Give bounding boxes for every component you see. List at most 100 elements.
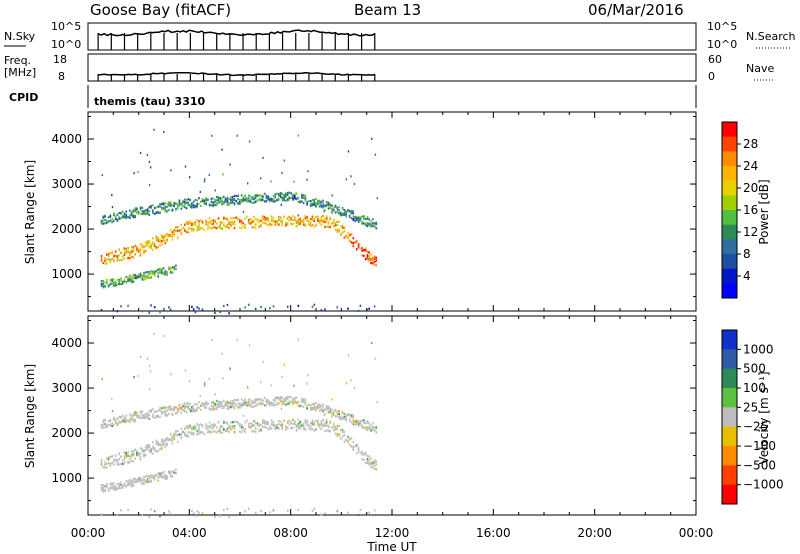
colorbar-tick-label: 25 (743, 400, 758, 414)
velocity-cell (345, 417, 347, 420)
power-cell (230, 196, 232, 199)
power-cell (113, 256, 115, 259)
power-cell (184, 203, 186, 206)
velocity-cell (191, 428, 193, 431)
power-cell (125, 248, 128, 251)
velocity-cell (364, 462, 367, 465)
velocity-cell (373, 429, 376, 432)
power-cell (145, 276, 147, 279)
velocity-cell (254, 427, 257, 430)
velocity-cell (146, 416, 149, 419)
power-cell (354, 241, 356, 244)
velocity-cell (214, 393, 216, 396)
power-cell (347, 209, 349, 212)
power-cell (208, 226, 211, 229)
velocity-cell (295, 424, 298, 427)
power-cell (240, 199, 243, 202)
power-ylabel: Slant Range [km] (23, 160, 37, 264)
velocity-cell (270, 422, 273, 425)
velocity-cell (292, 422, 294, 426)
velocity-cell (121, 484, 124, 487)
power-cell (334, 224, 337, 227)
power-cell (180, 231, 183, 234)
power-cell (137, 170, 139, 174)
power-cell (153, 245, 156, 248)
velocity-cell (308, 427, 310, 430)
velocity-cell (157, 472, 159, 475)
power-cell (217, 226, 220, 229)
power-cell (153, 128, 155, 131)
power-cell (366, 250, 369, 253)
velocity-cell (161, 474, 163, 477)
velocity-cell (290, 421, 292, 424)
colorbar-segment (722, 446, 737, 466)
velocity-cell (236, 338, 238, 341)
power-cell (157, 238, 159, 241)
power-cell (137, 211, 140, 214)
power-cell (191, 203, 193, 207)
velocity-cell (240, 423, 243, 426)
colorbar-segment (722, 195, 737, 211)
power-cell (100, 222, 103, 225)
velocity-cell (150, 408, 152, 412)
velocity-cell (107, 424, 110, 427)
velocity-cell (203, 403, 206, 406)
power-cell (169, 267, 172, 270)
velocity-cell (338, 417, 340, 420)
velocity-cell (162, 411, 165, 414)
power-cell (290, 192, 292, 195)
power-cell (212, 205, 214, 208)
velocity-cell (259, 381, 262, 384)
power-cell (233, 217, 236, 220)
power-cell (198, 228, 200, 231)
power-cell (269, 198, 271, 201)
power-cell (315, 197, 317, 200)
power-cell (125, 216, 128, 219)
velocity-cell (219, 514, 222, 517)
power-cell (319, 202, 321, 205)
velocity-cell (324, 421, 326, 424)
velocity-cell (237, 421, 239, 424)
velocity-cell (148, 449, 151, 452)
velocity-cell (240, 398, 243, 401)
velocity-cell (194, 402, 197, 406)
power-cell (123, 257, 126, 260)
velocity-cell (223, 420, 225, 423)
power-cell (164, 273, 167, 277)
velocity-cell (352, 416, 355, 419)
velocity-cell (210, 408, 213, 411)
velocity-cell (338, 434, 340, 437)
velocity-cell (106, 425, 108, 428)
velocity-cell (338, 415, 340, 418)
power-cell (249, 199, 252, 202)
velocity-cell (343, 413, 346, 416)
power-cell (173, 201, 175, 205)
velocity-cell (374, 357, 377, 360)
power-cell (106, 281, 108, 284)
velocity-cell (203, 384, 206, 387)
power-cell (113, 284, 115, 287)
power-cell (366, 217, 369, 220)
power-cell (249, 195, 252, 198)
velocity-cell (366, 459, 369, 462)
velocity-cell (194, 427, 197, 431)
power-cell (329, 225, 331, 228)
power-cell (130, 275, 133, 279)
power-cell (260, 305, 262, 309)
velocity-cell (254, 400, 257, 403)
power-cell (292, 218, 294, 222)
velocity-cell (242, 400, 245, 403)
power-cell (170, 169, 172, 172)
velocity-cell (366, 421, 369, 424)
power-cell (187, 227, 190, 230)
power-cell (263, 215, 266, 219)
velocity-cell (168, 408, 170, 411)
velocity-cell (239, 402, 241, 405)
velocity-cell (366, 429, 369, 432)
power-cell (148, 160, 151, 163)
velocity-cell (141, 514, 144, 517)
velocity-cell (350, 445, 353, 448)
nsky-bars (97, 33, 376, 50)
velocity-cell (318, 426, 321, 429)
velocity-cell (141, 449, 144, 452)
